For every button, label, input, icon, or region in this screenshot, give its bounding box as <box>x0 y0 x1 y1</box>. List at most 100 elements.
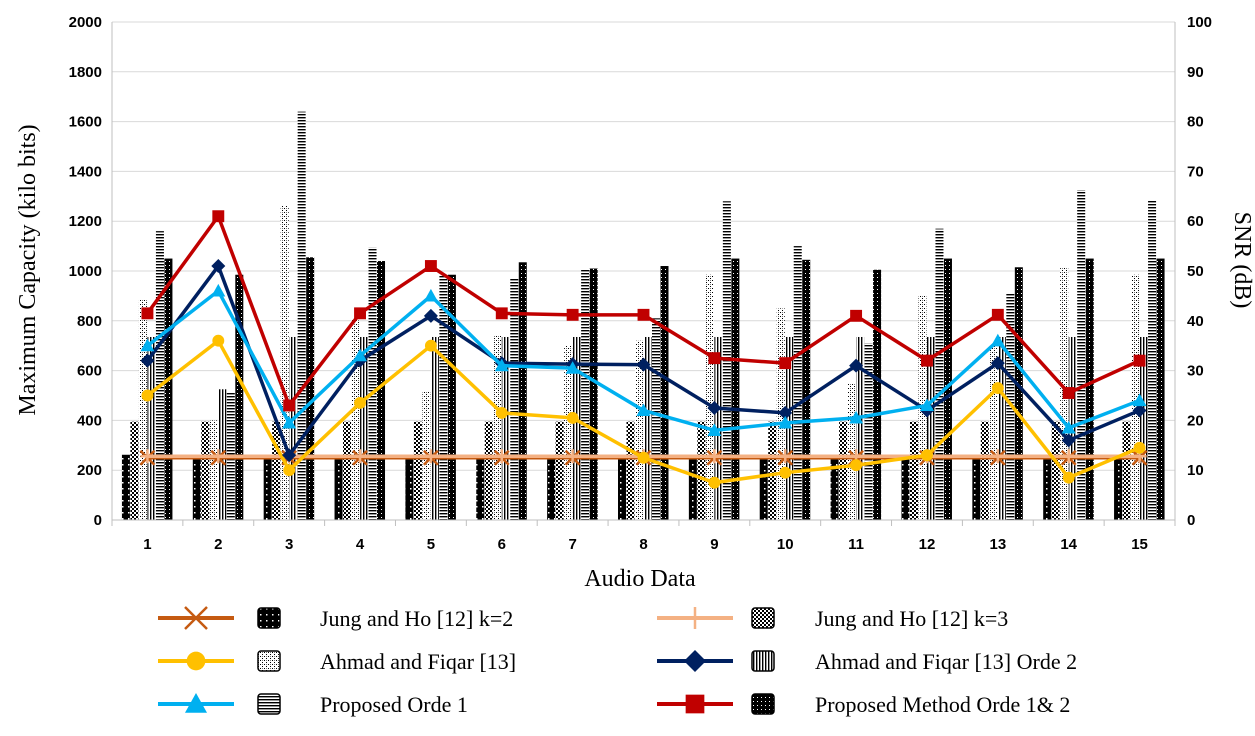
bar <box>1006 293 1015 520</box>
bar <box>626 421 635 520</box>
legend-pattern-swatch <box>751 607 775 629</box>
marker-diamond <box>684 650 706 672</box>
bar <box>1085 258 1094 520</box>
y-tick-label: 200 <box>77 462 102 479</box>
marker-diamond <box>707 400 722 415</box>
marker-circle <box>566 411 579 424</box>
legend-label: Proposed Orde 1 <box>320 692 468 717</box>
bar <box>652 318 660 520</box>
marker-plus <box>423 449 438 464</box>
y2-tick-label: 40 <box>1187 313 1204 330</box>
marker-plus <box>1061 449 1076 464</box>
marker-square <box>283 399 296 412</box>
marker-circle <box>779 466 792 479</box>
y-tick-label: 1800 <box>69 64 102 81</box>
marker-triangle <box>282 415 297 429</box>
bar <box>209 420 218 520</box>
bar <box>289 336 298 520</box>
bar <box>484 421 493 520</box>
bar <box>1014 267 1023 520</box>
bar <box>1122 421 1131 520</box>
marker-square <box>566 308 579 321</box>
y2-tick-label: 90 <box>1187 64 1204 81</box>
bar <box>873 269 882 520</box>
bar <box>235 274 244 520</box>
marker-diamond <box>1061 433 1076 448</box>
bar <box>447 274 456 520</box>
bar <box>1114 454 1123 520</box>
marker-circle <box>283 464 296 477</box>
marker-circle <box>637 451 650 464</box>
marker-triangle <box>494 358 509 372</box>
bar <box>439 274 448 520</box>
marker-plus <box>565 449 580 464</box>
marker-square <box>424 260 437 272</box>
bar <box>618 454 626 520</box>
bar <box>785 336 794 520</box>
bar <box>130 421 139 520</box>
bar <box>935 228 944 521</box>
y-tick-label: 0 <box>94 512 102 529</box>
legend-item: Proposed Method Orde 1& 2 <box>657 692 1070 717</box>
x-tick-label: 11 <box>848 536 864 553</box>
marker-triangle <box>636 403 651 417</box>
marker-circle <box>495 406 508 419</box>
marker-circle <box>141 389 154 402</box>
marker-triangle <box>565 361 580 374</box>
marker-square <box>637 308 650 321</box>
y2-tick-label: 70 <box>1187 163 1204 180</box>
marker-square <box>212 210 225 223</box>
legend-pattern-swatch <box>751 693 775 715</box>
bar <box>1156 258 1165 520</box>
bar <box>864 343 873 520</box>
legend-pattern-swatch <box>257 650 281 672</box>
marker-circle <box>186 651 206 671</box>
marker-square <box>850 309 863 322</box>
marker-circle <box>991 382 1004 394</box>
axes: 0 200 400 600 800 1000 1200 1400 1600 1800 2000 0 10… <box>69 14 1212 553</box>
bar <box>997 336 1006 520</box>
bar <box>564 345 573 520</box>
legend-item: Jung and Ho [12] k=2 <box>158 606 513 631</box>
legend-label: Proposed Method Orde 1& 2 <box>815 692 1070 717</box>
x-tick-label: 2 <box>214 536 222 553</box>
marker-square <box>991 308 1004 321</box>
y-axis-title: Maximum Capacity (kilo bits) <box>15 124 41 415</box>
marker-square <box>141 307 154 320</box>
marker-triangle <box>211 283 226 297</box>
marker-triangle <box>778 415 793 429</box>
bar <box>430 336 439 520</box>
legend-item: Ahmad and Fiqar [13] <box>158 649 516 674</box>
marker-plus <box>778 449 793 464</box>
marker-triangle <box>707 423 722 436</box>
bar <box>306 257 315 520</box>
marker-square <box>354 307 366 320</box>
y2-axis-title: SNR (dB) <box>1229 212 1255 309</box>
marker-triangle <box>353 348 368 362</box>
marker-diamond <box>140 353 155 368</box>
bar <box>351 318 360 520</box>
legend-pattern-swatch <box>257 607 281 629</box>
marker-triangle <box>990 333 1005 347</box>
bar <box>943 258 952 520</box>
x-tick-label: 7 <box>568 536 576 553</box>
bar <box>581 269 590 520</box>
marker-diamond <box>211 259 226 274</box>
bar <box>768 421 777 520</box>
bar <box>192 454 201 520</box>
y2-tick-label: 20 <box>1187 412 1204 429</box>
bar <box>1148 200 1157 520</box>
legend-label: Ahmad and Fiqar [13] <box>320 649 516 674</box>
bar <box>1131 274 1140 520</box>
x-tick-label: 8 <box>639 536 647 553</box>
marker-square <box>921 354 933 367</box>
bar <box>731 258 740 520</box>
bar <box>660 266 669 520</box>
bar <box>368 247 377 520</box>
marker-plus <box>684 607 706 629</box>
bar <box>493 335 502 520</box>
legend: Jung and Ho [12] k=2 Jung and Ho [12] k=3… <box>158 606 1077 717</box>
bar <box>635 340 643 520</box>
legend-label: Jung and Ho [12] k=2 <box>320 606 513 631</box>
bar <box>501 336 510 520</box>
